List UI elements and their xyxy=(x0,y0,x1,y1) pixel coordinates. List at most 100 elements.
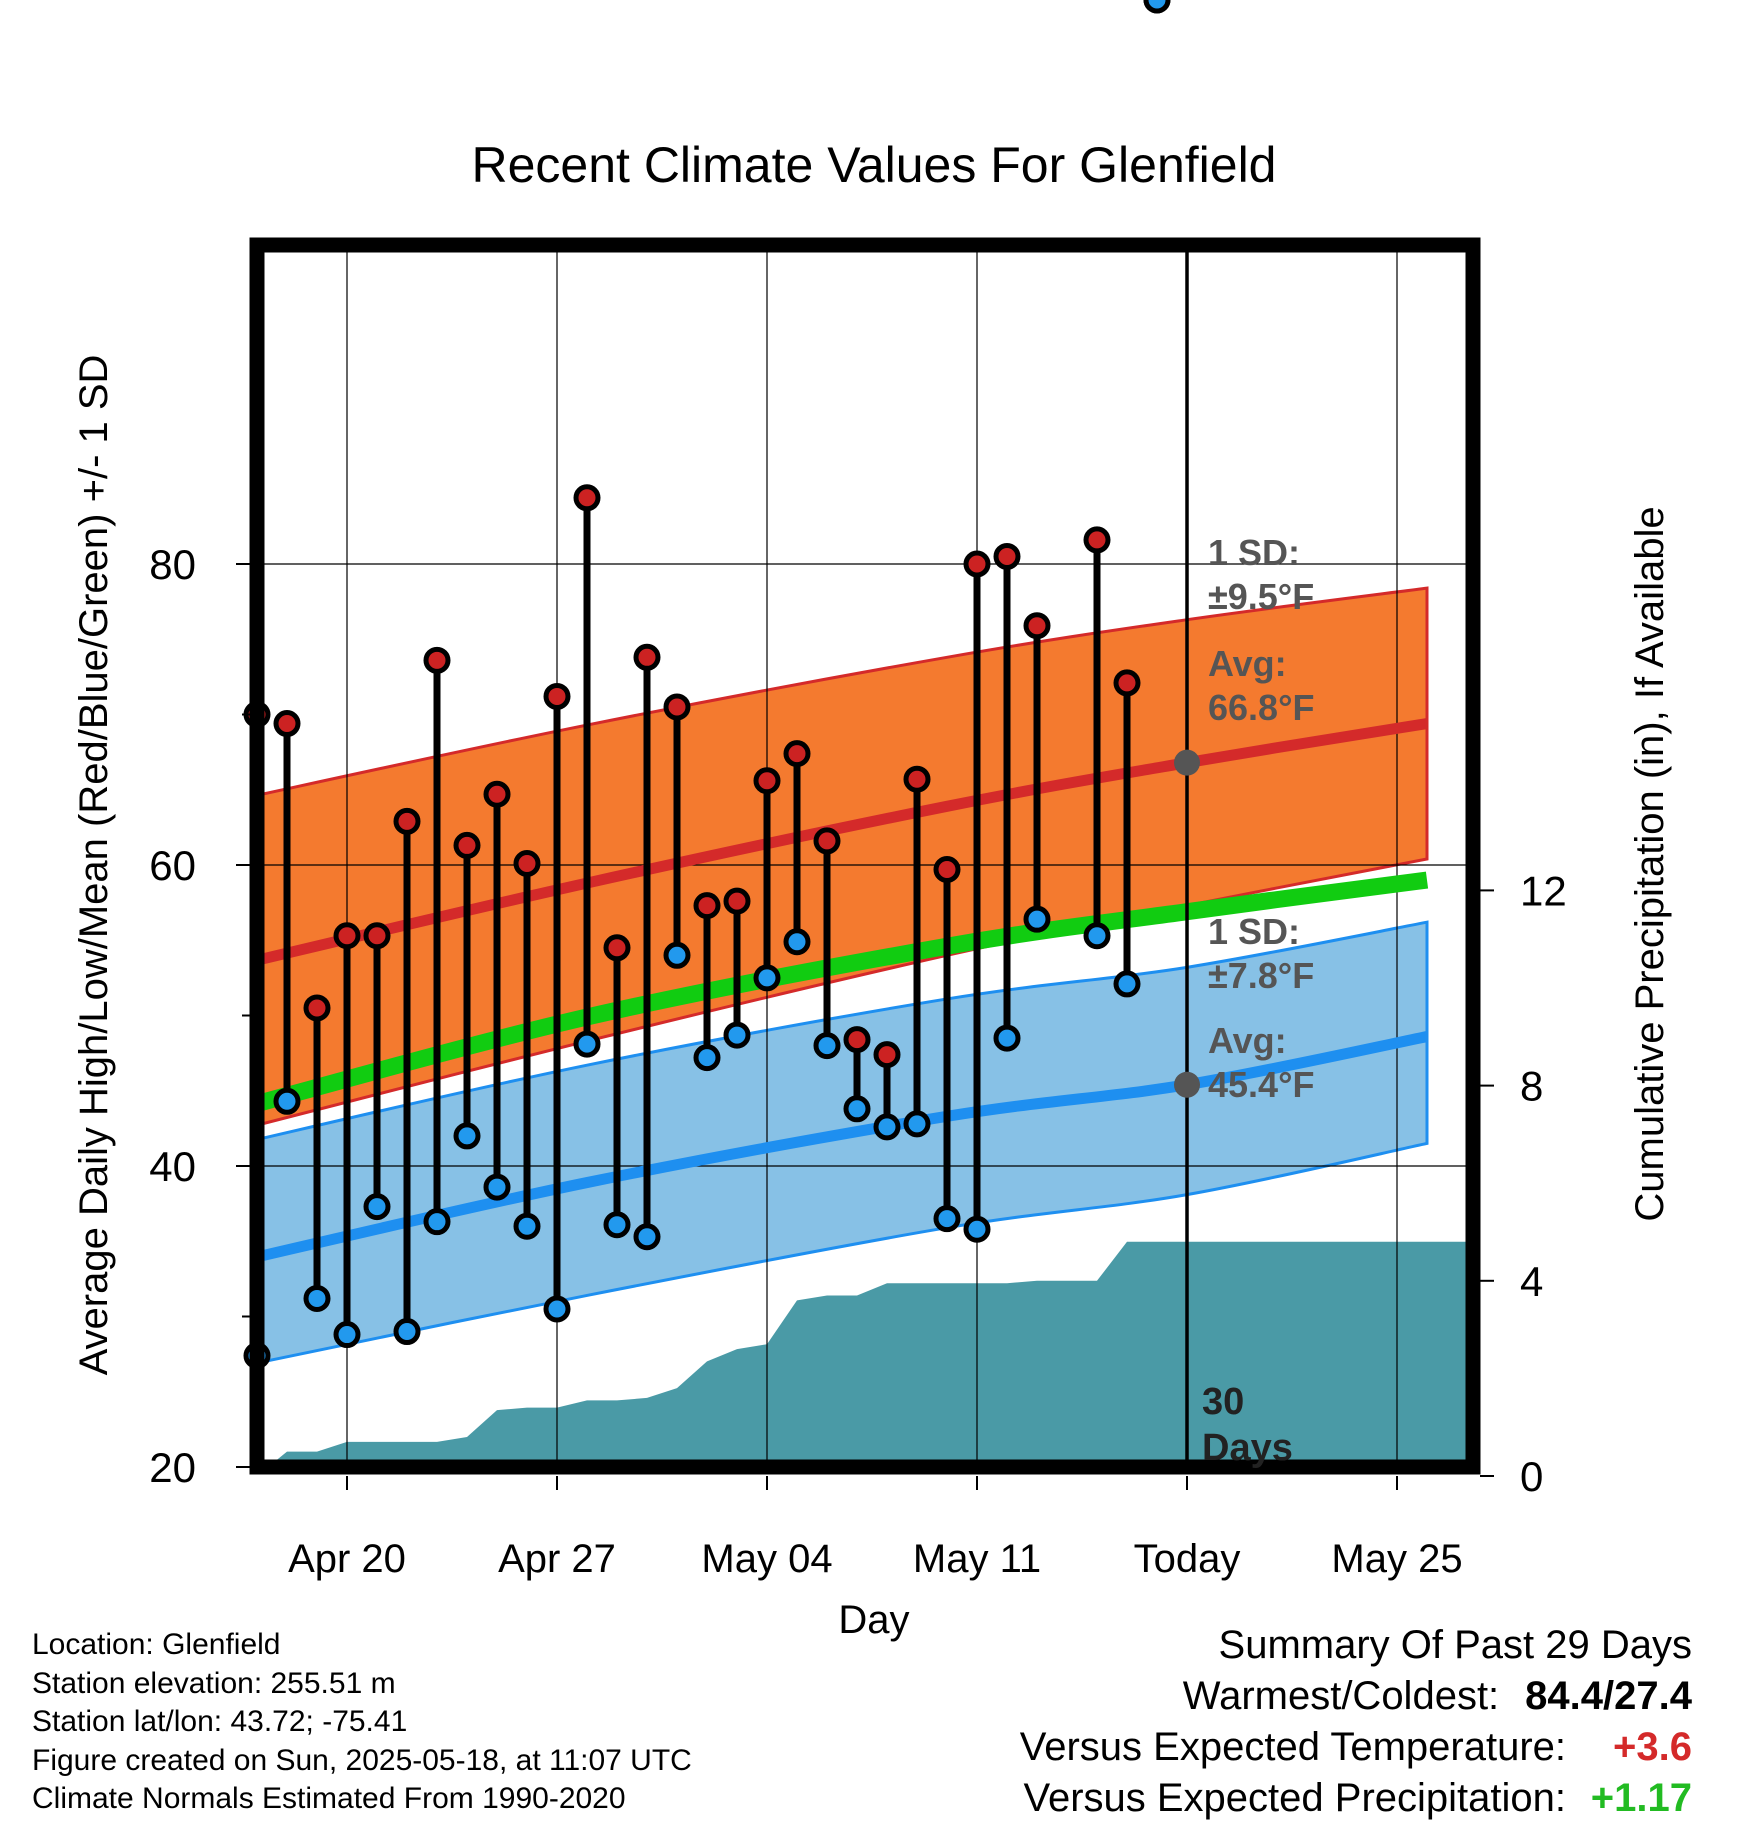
plot-border xyxy=(249,237,1481,1475)
low-sd-label: 1 SD: xyxy=(1208,911,1300,952)
obs-low-2025-04-25 xyxy=(483,1173,511,1201)
precip-area xyxy=(257,1241,1473,1467)
low-sd-band xyxy=(257,920,1429,1365)
elevation-text: Station elevation: 255.51 m xyxy=(32,1666,396,1700)
obs-high-2025-05-13 xyxy=(1023,612,1051,640)
high-annotation: 1 SD: ±9.5°F Avg: 66.8°F xyxy=(1208,532,1314,728)
today-label: 30 Days xyxy=(1202,1381,1293,1469)
obs-low-2025-05-03 xyxy=(723,1021,751,1049)
location-text: Location: Glenfield xyxy=(32,1628,281,1661)
summary-panel: Summary Of Past 29 Days Warmest/Coldest:… xyxy=(1020,1620,1692,1824)
obs-low-2025-04-19 xyxy=(303,1284,331,1312)
low-avg-value: 45.4°F xyxy=(1208,1064,1314,1105)
precip-label: Versus Expected Precipitation: xyxy=(1023,1776,1566,1820)
obs-high-2025-04-20 xyxy=(333,922,361,950)
summary-temp-row: Versus Expected Temperature: +3.6 xyxy=(1020,1722,1692,1773)
obs-low-2025-05-08 xyxy=(873,1113,901,1141)
obs-low-2025-04-30 xyxy=(633,1223,661,1251)
created-text: Figure created on Sun, 2025-05-18, at 11… xyxy=(32,1743,692,1777)
precip-cumulative-area xyxy=(257,1241,1473,1467)
y2tick-label-3: 12 xyxy=(1520,867,1567,914)
obs-high-2025-05-15 xyxy=(1083,526,1111,554)
ytick-label-3: 80 xyxy=(149,541,196,588)
ytick-label-2: 60 xyxy=(149,842,196,889)
high-sd-label: 1 SD: xyxy=(1208,532,1300,573)
summary-title: Summary Of Past 29 Days xyxy=(1218,1623,1692,1667)
xtick-label-0: Apr 20 xyxy=(288,1537,406,1581)
ytick-label-1: 40 xyxy=(149,1143,196,1190)
low-sd-value: ±7.8°F xyxy=(1208,955,1314,996)
latlon-text: Station lat/lon: 43.72; -75.41 xyxy=(32,1705,408,1738)
obs-high-2025-05-08 xyxy=(873,1041,901,1069)
obs-low-2025-04-29 xyxy=(603,1211,631,1239)
obs-low-2025-05-09 xyxy=(903,1110,931,1138)
obs-low-2025-04-27 xyxy=(543,1295,571,1323)
obs-high-2025-04-28 xyxy=(573,484,601,512)
y-axis-label: Average Daily High/Low/Mean (Red/Blue/Gr… xyxy=(72,355,116,1376)
mean-normal-line xyxy=(257,871,1429,1113)
obs-high-2025-05-10 xyxy=(933,856,961,884)
y2tick-label-2: 8 xyxy=(1520,1063,1543,1110)
chart-title: Recent Climate Values For Glenfield xyxy=(472,137,1277,193)
obs-low-2025-05-01 xyxy=(663,941,691,969)
obs-high-2025-05-09 xyxy=(903,765,931,793)
precip-anomaly-value: +1.17 xyxy=(1590,1776,1692,1820)
obs-high-2025-05-11 xyxy=(963,550,991,578)
obs-low-2025-05-17 xyxy=(1143,0,1171,14)
obs-low-2025-05-02 xyxy=(693,1044,721,1072)
obs-high-2025-04-22 xyxy=(393,807,421,835)
obs-high-2025-05-01 xyxy=(663,693,691,721)
obs-low-2025-04-24 xyxy=(453,1122,481,1150)
xtick-label-1: Apr 27 xyxy=(498,1537,616,1581)
obs-high-2025-04-21 xyxy=(363,922,391,950)
obs-low-2025-04-18 xyxy=(273,1087,301,1115)
y2-axis-label: Cumulative Precipitation (in), If Availa… xyxy=(1628,506,1672,1221)
obs-low-2025-05-10 xyxy=(933,1205,961,1233)
obs-low-2025-05-04 xyxy=(753,964,781,992)
high-avg-value: 66.8°F xyxy=(1208,687,1314,728)
obs-high-2025-04-30 xyxy=(633,643,661,671)
obs-low-2025-05-06 xyxy=(813,1032,841,1060)
warmest-label: Warmest/Coldest: xyxy=(1182,1674,1500,1718)
high-sd-value: ±9.5°F xyxy=(1208,576,1314,617)
obs-low-2025-05-16 xyxy=(1113,970,1141,998)
high-avg-label: Avg: xyxy=(1208,643,1287,684)
today-days-number: 30 xyxy=(1202,1381,1244,1423)
obs-high-2025-04-18 xyxy=(273,710,301,738)
obs-low-2025-04-23 xyxy=(423,1208,451,1236)
obs-low-2025-04-20 xyxy=(333,1321,361,1349)
temp-anomaly-value: +3.6 xyxy=(1613,1725,1692,1769)
low-annotation: 1 SD: ±7.8°F Avg: 45.4°F xyxy=(1208,911,1314,1105)
obs-low-2025-05-13 xyxy=(1023,905,1051,933)
obs-low-2025-05-05 xyxy=(783,928,811,956)
xtick-label-5: May 25 xyxy=(1331,1537,1462,1581)
obs-low-2025-05-12 xyxy=(993,1024,1021,1052)
obs-high-2025-04-26 xyxy=(513,849,541,877)
normal-bands xyxy=(257,586,1429,1365)
obs-high-2025-04-27 xyxy=(543,682,571,710)
obs-low-2025-05-15 xyxy=(1083,922,1111,950)
obs-high-2025-05-05 xyxy=(783,740,811,768)
xtick-label-2: May 04 xyxy=(701,1537,832,1581)
obs-high-2025-04-29 xyxy=(603,934,631,962)
obs-high-2025-05-07 xyxy=(843,1026,871,1054)
station-info: Location: Glenfield Station elevation: 2… xyxy=(32,1626,692,1819)
low-avg-dot xyxy=(1174,1071,1200,1098)
obs-low-2025-05-07 xyxy=(843,1095,871,1123)
y2tick-label-1: 4 xyxy=(1520,1258,1543,1305)
plot-frame xyxy=(249,237,1481,1475)
high-normal-line xyxy=(257,718,1428,966)
obs-low-2025-04-21 xyxy=(363,1193,391,1221)
high-sd-band xyxy=(257,586,1429,1127)
normals-text: Climate Normals Estimated From 1990-2020 xyxy=(32,1782,626,1815)
xtick-label-4: Today xyxy=(1134,1537,1241,1581)
high-avg-dot xyxy=(1174,749,1200,776)
obs-low-2025-04-22 xyxy=(393,1318,421,1346)
obs-low-2025-04-26 xyxy=(513,1212,541,1240)
obs-high-2025-05-12 xyxy=(993,542,1021,570)
obs-high-2025-05-04 xyxy=(753,767,781,795)
obs-high-2025-04-25 xyxy=(483,780,511,808)
summary-precip-row: Versus Expected Precipitation: +1.17 xyxy=(1020,1773,1692,1824)
summary-warmest-row: Warmest/Coldest: 84.4/27.4 xyxy=(1020,1671,1692,1722)
